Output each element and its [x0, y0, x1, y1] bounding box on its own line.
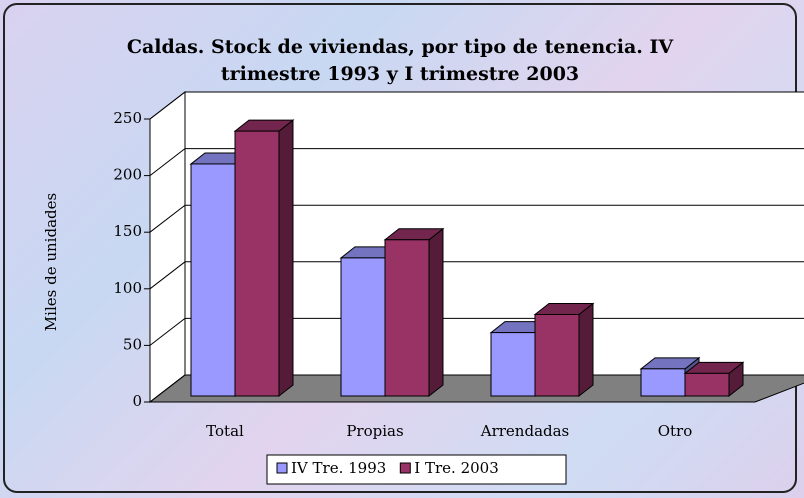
bar-side	[578, 302, 594, 398]
y-tick-label: 50	[123, 335, 142, 353]
bar-front	[384, 239, 430, 397]
x-tick-label: Otro	[658, 422, 693, 440]
grid-line	[149, 261, 804, 290]
grid-line	[149, 374, 804, 403]
bar-front	[684, 372, 730, 397]
bar	[683, 361, 745, 398]
bar-side	[428, 227, 444, 398]
chart-title: Caldas. Stock de viviendas, por tipo de …	[126, 36, 674, 85]
bar-front	[490, 332, 536, 397]
x-tick-label: Total	[206, 422, 244, 440]
y-tick-label: 250	[113, 109, 142, 127]
grid-line	[149, 317, 804, 346]
bar	[533, 302, 595, 398]
legend-label: IV Tre. 1993	[291, 459, 386, 477]
bar-front	[534, 313, 580, 397]
side-wall	[149, 90, 186, 404]
x-tick-label: Propias	[346, 422, 403, 440]
bar-front	[234, 130, 280, 397]
bar-front	[190, 163, 236, 397]
bar-front	[340, 257, 386, 397]
y-axis-label: Miles de unidades	[42, 193, 60, 331]
x-tick-label: Arrendadas	[480, 422, 570, 440]
bar-front	[640, 368, 686, 397]
legend-box	[266, 454, 567, 485]
y-tick-label: 150	[113, 222, 142, 240]
legend-label: I Tre. 2003	[414, 459, 498, 477]
grid-line	[149, 204, 804, 233]
bar	[383, 227, 445, 398]
bar-side	[278, 119, 294, 398]
legend: IV Tre. 1993 I Tre. 2003	[266, 454, 567, 485]
grid-line	[149, 91, 804, 120]
legend-swatch	[276, 462, 288, 474]
legend-swatch	[399, 462, 411, 474]
grid-line	[149, 148, 804, 176]
y-tick-label: 200	[113, 166, 142, 184]
y-tick-label: 100	[113, 279, 142, 297]
y-tick-label: 0	[132, 392, 142, 410]
bar	[233, 119, 295, 398]
